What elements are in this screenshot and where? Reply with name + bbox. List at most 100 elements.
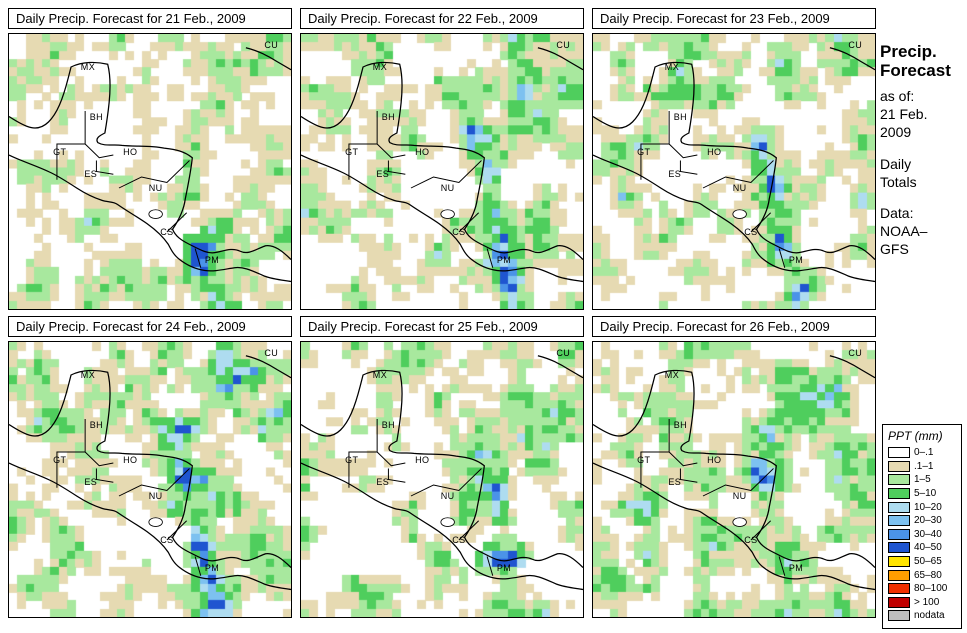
country-label-nu: NU — [148, 183, 163, 193]
legend-swatch-9 — [888, 569, 910, 581]
pacific-coastline — [301, 462, 583, 591]
country-label-ho: HO — [707, 147, 722, 158]
legend-swatch-10 — [888, 583, 910, 595]
lake-nicaragua — [732, 517, 747, 527]
country-label-mx: MX — [664, 62, 680, 72]
lake-nicaragua — [148, 209, 163, 219]
data-source-line1: NOAA– — [880, 223, 928, 240]
country-label-pm: PM — [788, 254, 804, 265]
country-label-bh: BH — [673, 419, 688, 430]
cuba-coastline — [245, 47, 291, 71]
precip-grid-canvas — [301, 34, 583, 309]
country-borders — [640, 419, 786, 576]
pacific-coastline — [9, 154, 291, 283]
legend-label-4: 10–20 — [914, 501, 942, 513]
sidebar-spacer — [880, 142, 966, 155]
legend-label-9: 65–80 — [914, 569, 942, 581]
legend-label-12: nodata — [914, 610, 945, 622]
panel-title-2: Daily Precip. Forecast for 22 Feb., 2009 — [300, 8, 584, 29]
country-label-es: ES — [668, 477, 682, 488]
legend-swatch-8 — [888, 556, 910, 568]
country-label-nu: NU — [732, 183, 747, 193]
legend-label-0: 0–.1 — [914, 447, 934, 459]
as-of-date-year: 2009 — [880, 124, 912, 141]
cuba-coastline — [829, 355, 875, 379]
panel-map: MX CU BH GT ES HO NU CS PM — [8, 33, 292, 310]
legend-label-11: > 100 — [914, 596, 940, 608]
legend-label-8: 50–65 — [914, 556, 942, 568]
country-label-mx: MX — [80, 370, 96, 380]
legend-row: 65–80 — [888, 568, 956, 582]
legend-row: > 100 — [888, 596, 956, 610]
country-label-cu: CU — [264, 348, 279, 358]
precip-grid-canvas — [593, 34, 875, 309]
country-label-cs: CS — [744, 227, 758, 237]
legend-row: 40–50 — [888, 541, 956, 555]
coastline-overlay — [301, 355, 583, 591]
precip-legend: PPT (mm) 0–.1.1–1 1–5 5–10 10–20 20–30 30–40 4… — [882, 424, 962, 629]
forecast-panel: Daily Precip. Forecast for 22 Feb., 2009… — [300, 8, 584, 310]
country-label-mx: MX — [664, 370, 680, 380]
country-label-bh: BH — [381, 419, 396, 430]
precip-grid-canvas — [9, 34, 291, 309]
country-label-cs: CS — [744, 535, 758, 545]
country-label-bh: BH — [673, 111, 688, 122]
country-label-gt: GT — [53, 147, 67, 158]
country-label-pm: PM — [496, 254, 512, 265]
country-label-es: ES — [84, 477, 98, 488]
forecast-panel: Daily Precip. Forecast for 25 Feb., 2009… — [300, 316, 584, 618]
country-label-cs: CS — [452, 535, 466, 545]
country-label-cu: CU — [848, 348, 863, 358]
legend-label-1: .1–1 — [914, 460, 934, 472]
country-label-mx: MX — [372, 62, 388, 72]
legend-rows: 0–.1.1–1 1–5 5–10 10–20 20–30 30–40 40–50 50–65… — [888, 446, 956, 623]
panel-map: MX CU BH GT ES HO NU CS PM — [592, 33, 876, 310]
pacific-coastline — [593, 462, 875, 591]
country-label-cu: CU — [264, 40, 279, 50]
cuba-coastline — [537, 355, 583, 379]
legend-label-10: 80–100 — [914, 583, 948, 595]
panel-title-5: Daily Precip. Forecast for 25 Feb., 2009 — [300, 316, 584, 337]
pacific-coastline — [301, 154, 583, 283]
country-label-pm: PM — [496, 562, 512, 573]
country-label-ho: HO — [415, 147, 430, 158]
country-borders — [56, 111, 202, 268]
country-label-es: ES — [84, 169, 98, 180]
sidebar-spacer — [880, 191, 966, 204]
legend-label-7: 40–50 — [914, 542, 942, 554]
data-source-line2: GFS — [880, 241, 909, 258]
legend-swatch-7 — [888, 542, 910, 554]
legend-swatch-4 — [888, 501, 910, 513]
country-label-ho: HO — [415, 455, 430, 466]
cuba-coastline — [537, 47, 583, 71]
forecast-panel: Daily Precip. Forecast for 21 Feb., 2009… — [8, 8, 292, 310]
country-label-cu: CU — [556, 40, 571, 50]
country-label-nu: NU — [732, 491, 747, 501]
legend-title: PPT (mm) — [888, 429, 943, 443]
legend-label-3: 5–10 — [914, 488, 937, 500]
legend-label-2: 1–5 — [914, 474, 931, 486]
country-label-gt: GT — [53, 455, 67, 466]
country-label-pm: PM — [204, 562, 220, 573]
lake-nicaragua — [440, 209, 455, 219]
legend-swatch-12 — [888, 610, 910, 622]
country-label-pm: PM — [204, 254, 220, 265]
caribbean-coastline — [593, 369, 875, 568]
lake-nicaragua — [732, 209, 747, 219]
country-label-ho: HO — [123, 147, 138, 158]
country-label-mx: MX — [372, 370, 388, 380]
legend-row: 30–40 — [888, 528, 956, 542]
country-label-ho: HO — [707, 455, 722, 466]
cuba-coastline — [245, 355, 291, 379]
forecast-panel: Daily Precip. Forecast for 24 Feb., 2009… — [8, 316, 292, 618]
coastline-overlay — [9, 355, 291, 591]
legend-row: 10–20 — [888, 500, 956, 514]
legend-label-6: 30–40 — [914, 528, 942, 540]
as-of-date-day: 21 Feb. — [880, 106, 928, 123]
data-source-label: Data: — [880, 205, 914, 221]
pacific-coastline — [593, 154, 875, 283]
country-borders — [56, 419, 202, 576]
legend-row: 20–30 — [888, 514, 956, 528]
legend-row: .1–1 — [888, 460, 956, 474]
totals-line2: Totals — [880, 173, 917, 190]
